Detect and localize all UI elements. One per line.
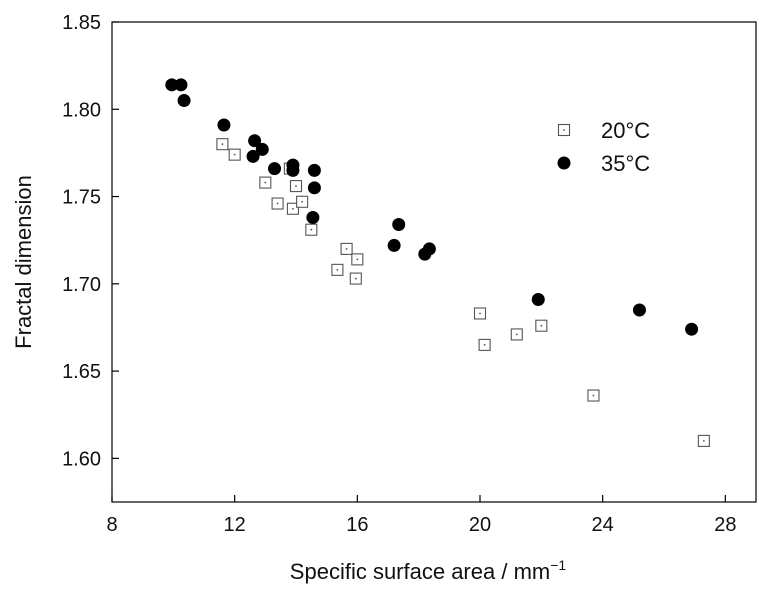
data-point-20c xyxy=(351,253,364,266)
x-tick-label: 20 xyxy=(469,514,491,536)
plot-area-frame xyxy=(111,21,757,503)
data-point-20c xyxy=(473,307,487,320)
data-point-35c xyxy=(387,238,401,252)
data-point-35c xyxy=(217,118,231,132)
data-point-35c xyxy=(307,181,321,195)
y-tick-label: 1.80 xyxy=(62,99,101,121)
data-point-35c xyxy=(306,210,320,224)
x-axis-label-superscript: −1 xyxy=(550,557,566,573)
data-point-35c xyxy=(165,78,179,92)
data-point-35c xyxy=(531,293,545,307)
x-tick-label: 16 xyxy=(346,514,368,536)
y-tick-label: 1.65 xyxy=(62,361,101,383)
y-axis-label: Fractal dimension xyxy=(11,175,36,349)
data-point-20c xyxy=(557,123,571,137)
x-tick-label: 28 xyxy=(714,514,736,536)
x-axis-label-text: Specific surface area / mm xyxy=(290,559,550,584)
data-points xyxy=(165,78,710,447)
legend-label: 20°C xyxy=(601,118,650,143)
legend: 20°C 35°C xyxy=(557,118,650,176)
axis-tick-labels: 8 12 16 20 24 28 1.60 1.65 1.70 1.75 1.80 1.85 xyxy=(62,12,736,536)
legend-label: 35°C xyxy=(601,151,650,176)
data-point-20c xyxy=(289,180,303,193)
y-tick-label: 1.60 xyxy=(62,448,101,470)
data-point-35c xyxy=(392,217,406,231)
data-point-20c xyxy=(228,148,241,161)
data-point-35c xyxy=(177,94,191,108)
data-point-20c xyxy=(216,138,229,151)
data-point-35c xyxy=(174,78,188,92)
data-point-35c xyxy=(268,162,282,176)
data-point-35c xyxy=(286,158,300,172)
axis-ticks xyxy=(111,21,726,502)
data-point-35c xyxy=(248,134,262,148)
data-point-20c xyxy=(535,319,548,332)
y-tick-label: 1.75 xyxy=(62,187,101,209)
data-point-35c xyxy=(307,163,321,177)
data-point-20c xyxy=(510,328,523,341)
x-axis-label: Specific surface area / mm−1 xyxy=(290,557,567,584)
data-point-20c xyxy=(587,389,600,402)
data-point-35c xyxy=(422,242,436,256)
data-point-20c xyxy=(305,223,318,236)
data-point-20c xyxy=(296,195,309,208)
data-point-20c xyxy=(286,202,299,215)
data-point-20c xyxy=(331,263,344,276)
data-point-20c xyxy=(259,176,272,189)
y-tick-label: 1.70 xyxy=(62,274,101,296)
data-point-35c xyxy=(557,156,571,170)
data-point-35c xyxy=(632,303,646,317)
y-tick-label: 1.85 xyxy=(62,12,101,34)
x-tick-label: 8 xyxy=(106,514,117,536)
x-tick-label: 24 xyxy=(592,514,614,536)
data-point-20c xyxy=(271,197,284,210)
data-point-20c xyxy=(478,338,491,351)
data-point-20c xyxy=(340,242,353,255)
data-point-35c xyxy=(246,149,260,163)
data-point-20c xyxy=(697,434,710,447)
data-point-35c xyxy=(685,322,699,336)
x-tick-label: 12 xyxy=(224,514,246,536)
data-point-35c xyxy=(255,142,269,156)
data-point-20c xyxy=(349,272,362,285)
